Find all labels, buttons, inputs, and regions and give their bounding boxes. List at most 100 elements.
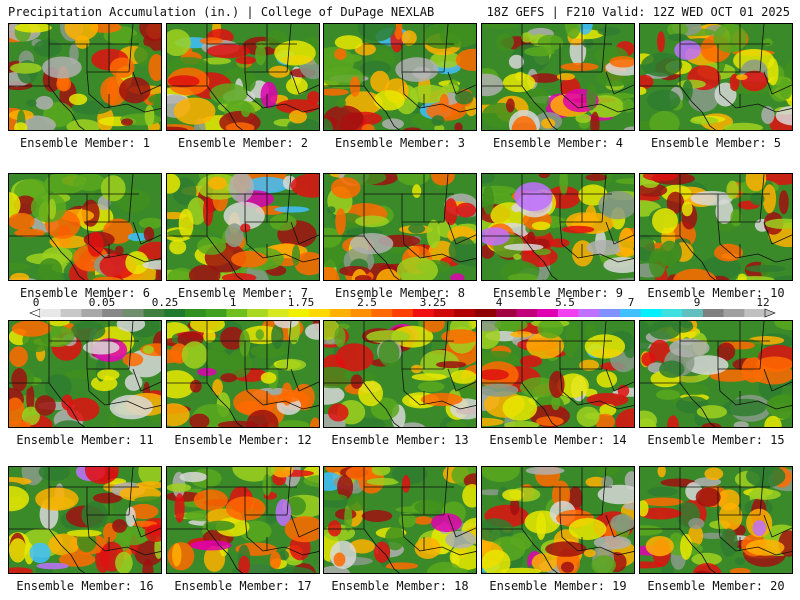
precip-blob: [143, 226, 155, 242]
colorbar-tick-label: 9: [694, 296, 701, 309]
precip-blob: [227, 349, 252, 378]
precip-blob: [556, 73, 575, 81]
state-border: [640, 43, 760, 87]
precip-blob: [775, 105, 792, 126]
precip-blob: [193, 489, 228, 511]
precip-blob: [385, 526, 406, 551]
precip-blob: [714, 243, 743, 262]
precip-blob: [717, 489, 740, 511]
ensemble-member-label: Ensemble Member: 2: [177, 136, 309, 150]
colorbar-swatch: [516, 309, 538, 317]
precip-blob: [590, 111, 600, 130]
precip-blob: [674, 40, 701, 60]
precip-blob: [347, 495, 368, 512]
precip-blob: [726, 180, 739, 200]
precip-blob: [324, 88, 349, 96]
ensemble-member-label: Ensemble Member: 10: [647, 286, 785, 300]
precip-colorbar: 0 0.05 0.25 1 1.75 2.5 3.25 4 5.5 7 9 12: [29, 296, 776, 318]
precip-blob: [426, 219, 441, 249]
colorbar-swatch: [205, 309, 227, 317]
precip-blob: [350, 374, 363, 389]
precip-blob: [585, 204, 597, 226]
colorbar-tick-label: 7: [628, 296, 635, 309]
precip-map-graphic: [482, 321, 634, 427]
precip-blob: [169, 239, 187, 255]
state-border: [48, 174, 139, 258]
colorbar-swatch: [122, 309, 144, 317]
precip-blob: [676, 384, 710, 396]
precip-blob: [134, 45, 155, 66]
precip-blob: [584, 334, 626, 359]
state-border: [324, 43, 444, 87]
precip-blob: [205, 520, 235, 531]
precip-blob: [142, 260, 161, 270]
precip-map: [166, 173, 320, 281]
precip-blob: [482, 185, 494, 215]
precip-map-graphic: [640, 321, 792, 427]
precip-blob: [66, 119, 101, 130]
precip-blob: [269, 214, 297, 231]
precip-blob: [236, 400, 265, 414]
precip-blob: [209, 83, 248, 105]
precip-blob: [585, 174, 608, 181]
precip-blob: [510, 331, 533, 338]
colorbar-tick-label: 12: [756, 296, 769, 309]
state-border: [9, 43, 129, 87]
colorbar-swatch: [702, 309, 724, 317]
precip-blob: [274, 206, 310, 213]
precip-blob: [524, 47, 555, 57]
precip-blob: [335, 343, 374, 372]
precip-blob: [366, 477, 400, 486]
state-border: [679, 24, 770, 108]
precip-blob: [92, 276, 122, 280]
precip-blob: [134, 496, 161, 504]
precip-blob: [355, 215, 389, 228]
state-border: [521, 24, 612, 108]
precip-blob: [672, 321, 694, 333]
state-border: [167, 193, 287, 237]
precip-blob: [591, 555, 616, 573]
precip-blob: [596, 467, 620, 476]
precip-blob: [531, 221, 551, 231]
colorbar-swatch: [599, 309, 621, 317]
precip-blob: [225, 496, 266, 521]
precip-blob: [9, 192, 21, 218]
precip-blob: [442, 567, 469, 573]
precip-blob: [9, 212, 35, 230]
precip-blob: [525, 467, 565, 475]
precip-blob: [692, 563, 722, 573]
state-border: [206, 235, 243, 280]
precip-blob: [82, 340, 120, 355]
precip-blob: [506, 98, 515, 113]
precip-blob: [220, 373, 237, 383]
precip-blob: [361, 372, 376, 382]
precip-blob: [345, 467, 378, 481]
precip-blob: [324, 227, 342, 248]
precip-blob: [431, 513, 462, 533]
precip-blob: [745, 539, 785, 556]
precip-blob: [615, 277, 634, 280]
precip-blob: [482, 383, 519, 397]
state-border: [401, 368, 476, 410]
ensemble-member-label: Ensemble Member: 20: [647, 579, 785, 593]
precip-map: [639, 173, 793, 281]
precip-blob: [482, 549, 511, 573]
precip-blob: [746, 467, 786, 488]
state-border: [206, 24, 297, 108]
colorbar-tick-label: 0.05: [89, 296, 116, 309]
state-border: [9, 340, 129, 384]
precip-blob: [334, 35, 363, 50]
precip-blob: [773, 275, 792, 280]
precip-blob: [764, 415, 782, 427]
precip-blob: [586, 83, 597, 111]
precip-blob: [647, 486, 678, 497]
colorbar-swatch: [164, 309, 186, 317]
precip-blob: [305, 323, 319, 340]
precip-blob: [673, 268, 717, 280]
precip-blob: [38, 258, 63, 280]
colorbar-swatch: [537, 309, 559, 317]
precip-map: [639, 23, 793, 131]
precip-blob: [115, 551, 133, 573]
colorbar-swatch: [350, 309, 372, 317]
state-border: [521, 528, 558, 573]
